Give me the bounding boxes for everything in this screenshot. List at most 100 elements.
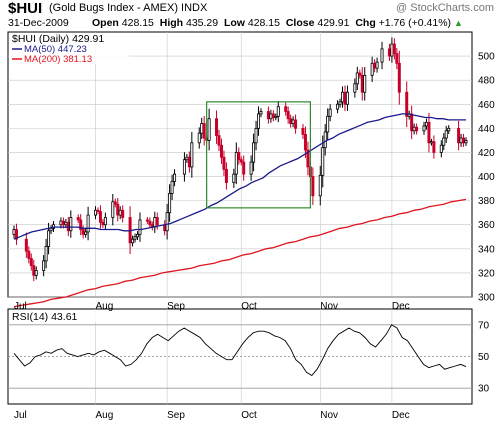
candle-body [76, 217, 80, 221]
candle-body [155, 217, 159, 226]
candle-body [254, 127, 258, 144]
candle-body [358, 72, 362, 76]
candle-body [462, 137, 466, 144]
candle-body [439, 144, 443, 153]
index-name: (Gold Bugs Index - AMEX) INDX [49, 2, 208, 14]
price-ytick-label: 340 [478, 244, 495, 255]
candle-body [145, 219, 149, 222]
candle-body [318, 174, 322, 197]
candle-body [61, 220, 65, 226]
candle-body [323, 131, 327, 149]
candle-body [173, 173, 177, 182]
rsi-xtick-label: Jul [14, 410, 27, 421]
chart-header: $HUI (Gold Bugs Index - AMEX) INDX @ Sto… [0, 0, 500, 32]
candle-body [343, 91, 347, 105]
candle-body [271, 113, 275, 118]
candle-body [252, 142, 256, 163]
candle-body [289, 118, 293, 124]
candle-body [259, 111, 263, 115]
candle-body [121, 209, 125, 218]
candle-body [306, 149, 310, 168]
price-xtick-label: Aug [96, 301, 114, 312]
rsi-xtick-label: Oct [241, 410, 257, 421]
chg-value: +1.76 (+0.41%) [378, 17, 452, 29]
candle-body [237, 152, 241, 161]
candle-body [242, 161, 246, 175]
ticker-symbol: $HUI [8, 0, 43, 17]
candle-body [276, 106, 280, 117]
chg-label: Chg [355, 17, 376, 29]
price-panel-frame [7, 31, 473, 298]
price-ytick-label: 440 [478, 124, 495, 135]
rsi-xtick-label: Sep [167, 410, 185, 421]
watermark: @ StockCharts.com [396, 2, 494, 14]
rsi-xtick-label: Aug [96, 410, 114, 421]
candle-body [49, 227, 53, 232]
candle-body [47, 230, 51, 247]
candle-body [69, 217, 73, 232]
rsi-xtick-label: Dec [392, 410, 410, 421]
candle-body [412, 126, 416, 132]
candle-body [464, 140, 468, 144]
candle-body [133, 236, 137, 240]
candle-body [257, 113, 261, 129]
chg-arrow-icon: ▲ [453, 18, 463, 28]
close-value: 429.91 [317, 17, 350, 29]
candle-body [59, 220, 63, 226]
candle-body [390, 43, 394, 57]
price-ytick-label: 360 [478, 220, 495, 231]
quote-date: 31-Dec-2009 [8, 17, 69, 29]
rsi-legend: RSI(14) 43.61 [12, 311, 78, 323]
candle-body [424, 121, 428, 127]
candle-body [111, 201, 115, 218]
candle-body [224, 168, 228, 183]
low-label: Low [223, 17, 245, 29]
ma200-legend: MA(200) 381.13 [24, 54, 92, 65]
price-xtick-label: Oct [241, 301, 257, 312]
price-ytick-label: 380 [478, 196, 495, 207]
candle-body [284, 106, 288, 112]
candle-body [234, 152, 238, 175]
close-label: Close [285, 17, 315, 29]
candle-body [415, 126, 419, 132]
candle-body [222, 156, 226, 170]
candle-body [163, 224, 167, 232]
candle-body [311, 176, 315, 197]
candle-body [427, 121, 431, 144]
price-xtick-label: Jul [14, 301, 27, 312]
rsi-ytick-label: 50 [478, 352, 490, 363]
candle-body [370, 62, 374, 76]
candle-body [197, 132, 201, 144]
candle-body [447, 127, 451, 132]
candle-body [387, 48, 391, 57]
candle-body [200, 123, 204, 134]
candle-body [444, 130, 448, 139]
candle-body [326, 115, 330, 133]
candle-body [34, 270, 38, 276]
candle-body [301, 127, 305, 135]
candle-body [294, 119, 298, 129]
candle-body [64, 221, 68, 226]
low-value: 428.15 [247, 17, 280, 29]
candle-body [375, 61, 379, 69]
candle-body [266, 111, 270, 120]
candle-body [459, 137, 463, 144]
candle-body [338, 101, 342, 105]
candle-body [341, 91, 344, 103]
candle-body [303, 133, 307, 151]
candle-body [405, 91, 409, 117]
candle-body [429, 141, 433, 144]
candle-body [103, 217, 107, 226]
candle-body [286, 111, 290, 120]
candle-body [32, 265, 36, 276]
rsi-line [13, 324, 467, 377]
candle-body [207, 118, 211, 141]
candle-body [187, 156, 191, 168]
price-xtick-label: Dec [392, 301, 410, 312]
candle-body [44, 246, 48, 262]
candle-body [24, 238, 28, 252]
ma200-line [13, 198, 467, 308]
candle-body [336, 103, 340, 110]
candle-body [321, 147, 325, 176]
